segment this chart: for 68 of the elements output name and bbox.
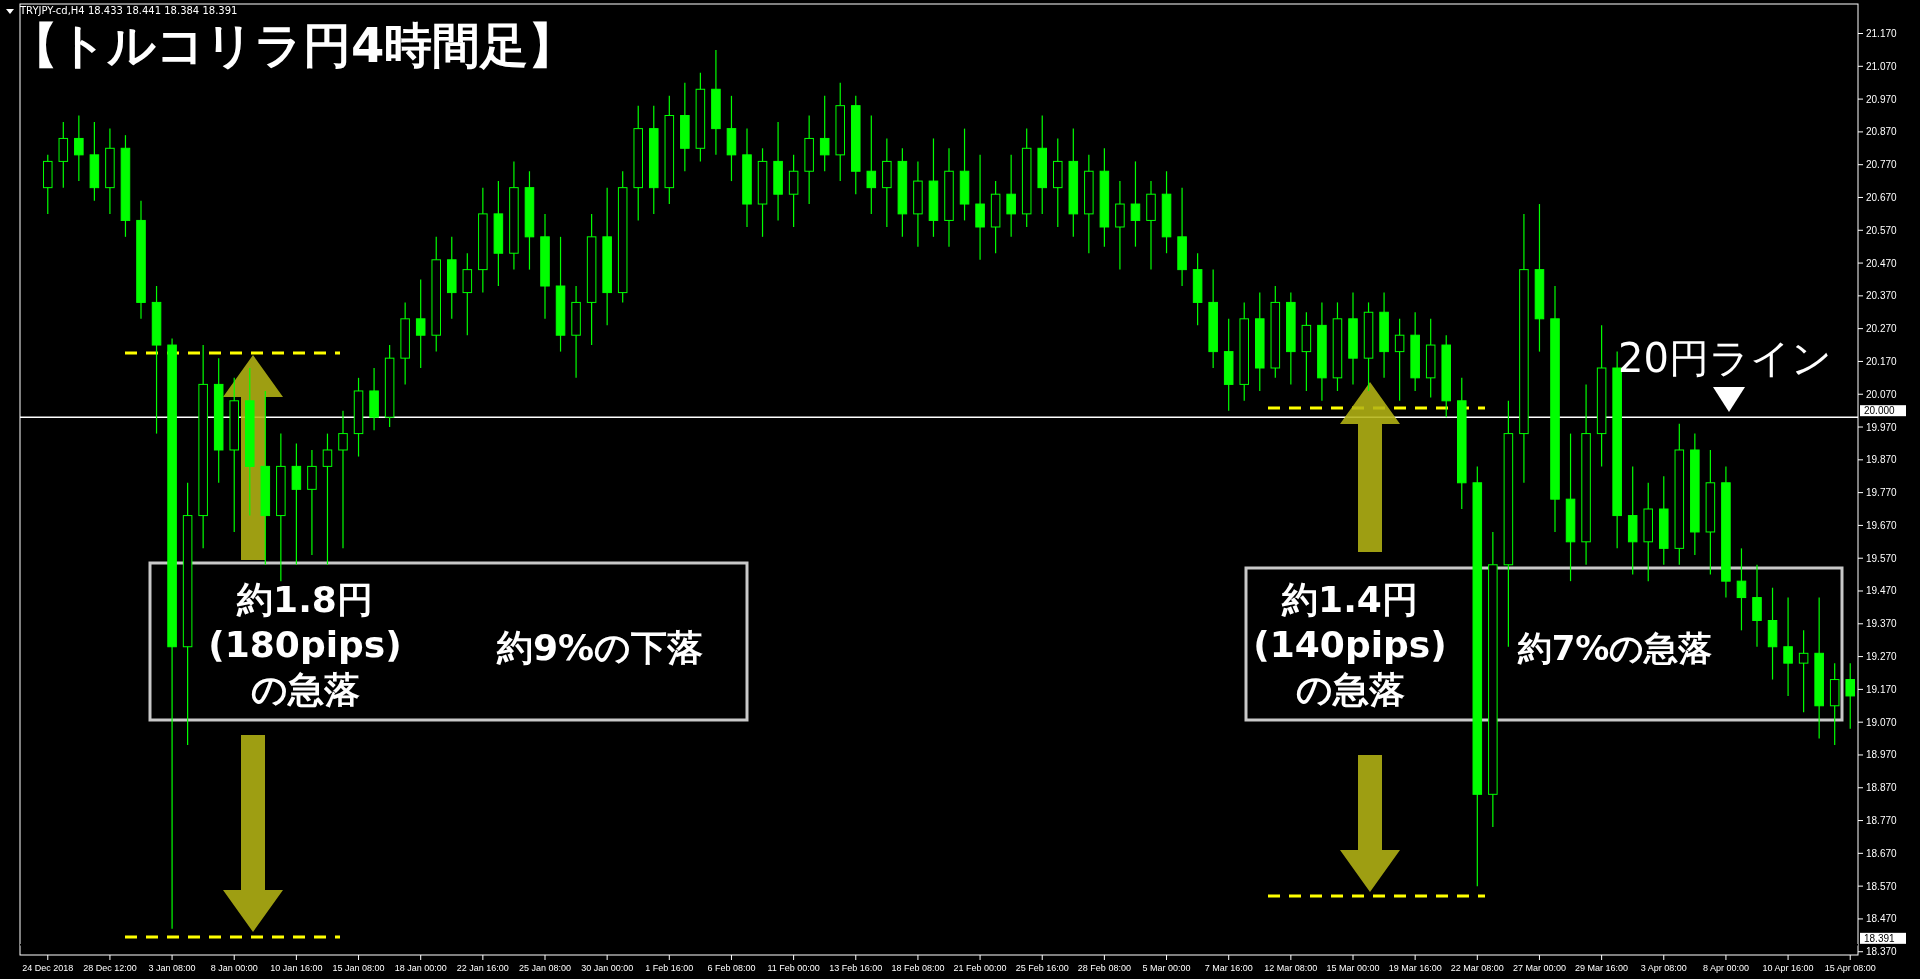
x-tick-label: 24 Dec 2018 xyxy=(22,963,74,973)
x-tick-label: 28 Dec 12:00 xyxy=(83,963,137,973)
x-tick-label: 3 Jan 08:00 xyxy=(148,963,196,973)
y-tick-label: 19.870 xyxy=(1866,454,1898,466)
x-tick-label: 30 Jan 00:00 xyxy=(581,963,634,973)
x-tick-label: 6 Feb 08:00 xyxy=(707,963,756,973)
x-tick-label: 25 Jan 08:00 xyxy=(518,963,572,973)
y-tick-label: 20.770 xyxy=(1866,159,1898,171)
y-tick-label: 20.670 xyxy=(1866,191,1898,203)
y-tick-label: 18.470 xyxy=(1866,913,1898,925)
ref-line-label: 18.391 xyxy=(1864,932,1896,944)
x-tick-label: 27 Mar 00:00 xyxy=(1512,963,1566,973)
x-tick-label: 8 Jan 00:00 xyxy=(210,963,258,973)
x-tick-label: 11 Feb 00:00 xyxy=(767,963,820,973)
y-tick-label: 20.270 xyxy=(1866,323,1898,335)
y-tick-label: 21.070 xyxy=(1866,60,1898,72)
y-tick-label: 21.170 xyxy=(1866,28,1898,40)
x-tick-label: 10 Apr 16:00 xyxy=(1762,963,1814,973)
x-tick-label: 19 Mar 16:00 xyxy=(1388,963,1442,973)
x-tick-label: 10 Jan 16:00 xyxy=(270,963,323,973)
y-tick-label: 19.770 xyxy=(1866,487,1898,499)
y-tick-label: 18.870 xyxy=(1866,782,1898,794)
y-tick-label: 20.370 xyxy=(1866,290,1898,302)
y-tick-label: 18.370 xyxy=(1866,946,1898,958)
y-tick-label: 20.570 xyxy=(1866,224,1898,236)
x-tick-label: 18 Jan 00:00 xyxy=(394,963,447,973)
x-tick-label: 22 Mar 08:00 xyxy=(1450,963,1504,973)
y-tick-label: 18.770 xyxy=(1866,815,1898,827)
x-tick-label: 12 Mar 08:00 xyxy=(1264,963,1318,973)
y-tick-label: 19.470 xyxy=(1866,585,1898,597)
x-tick-label: 29 Mar 16:00 xyxy=(1575,963,1629,973)
x-tick-label: 25 Feb 16:00 xyxy=(1015,963,1069,973)
y-tick-label: 19.170 xyxy=(1866,683,1898,695)
x-tick-label: 21 Feb 00:00 xyxy=(953,963,1007,973)
x-tick-label: 18 Feb 08:00 xyxy=(891,963,945,973)
y-tick-label: 20.970 xyxy=(1866,93,1898,105)
y-tick-label: 19.670 xyxy=(1866,519,1898,531)
y-tick-label: 19.970 xyxy=(1866,421,1898,433)
ref-line-label: 20.000 xyxy=(1864,405,1896,417)
x-tick-label: 7 Mar 16:00 xyxy=(1204,963,1253,973)
x-tick-label: 13 Feb 16:00 xyxy=(829,963,883,973)
x-tick-label: 15 Apr 08:00 xyxy=(1824,963,1876,973)
y-tick-label: 19.270 xyxy=(1866,651,1898,663)
y-tick-label: 20.170 xyxy=(1866,355,1898,367)
annotation: 約1.8円 (180pips) の急落 xyxy=(208,579,402,710)
x-tick-label: 15 Mar 00:00 xyxy=(1326,963,1380,973)
y-tick-label: 18.570 xyxy=(1866,880,1898,892)
y-tick-label: 18.970 xyxy=(1866,749,1898,761)
annotation: 約9%の下落 xyxy=(495,627,704,668)
x-tick-label: 3 Apr 08:00 xyxy=(1640,963,1687,973)
x-tick-label: 1 Feb 16:00 xyxy=(645,963,694,973)
y-tick-label: 19.070 xyxy=(1866,716,1898,728)
y-tick-label: 20.870 xyxy=(1866,126,1898,138)
chart-subtitle: TRYJPY-cd,H4 18.433 18.441 18.384 18.391 xyxy=(19,5,238,16)
x-tick-label: 15 Jan 08:00 xyxy=(332,963,385,973)
x-tick-label: 5 Mar 00:00 xyxy=(1142,963,1191,973)
x-tick-label: 22 Jan 16:00 xyxy=(456,963,509,973)
chart-title: 【トルコリラ円4時間足】 xyxy=(10,17,577,73)
y-tick-label: 18.670 xyxy=(1866,847,1898,859)
annotation: 約7%の急落 xyxy=(1516,628,1713,668)
annotation: 20円ライン xyxy=(1618,335,1832,381)
y-tick-label: 19.370 xyxy=(1866,618,1898,630)
y-tick-label: 20.470 xyxy=(1866,257,1898,269)
x-tick-label: 28 Feb 08:00 xyxy=(1077,963,1131,973)
y-tick-label: 19.570 xyxy=(1866,552,1898,564)
annotation: 約1.4円 (140pips) の急落 xyxy=(1253,579,1447,710)
y-tick-label: 20.070 xyxy=(1866,388,1898,400)
x-tick-label: 8 Apr 00:00 xyxy=(1702,963,1749,973)
